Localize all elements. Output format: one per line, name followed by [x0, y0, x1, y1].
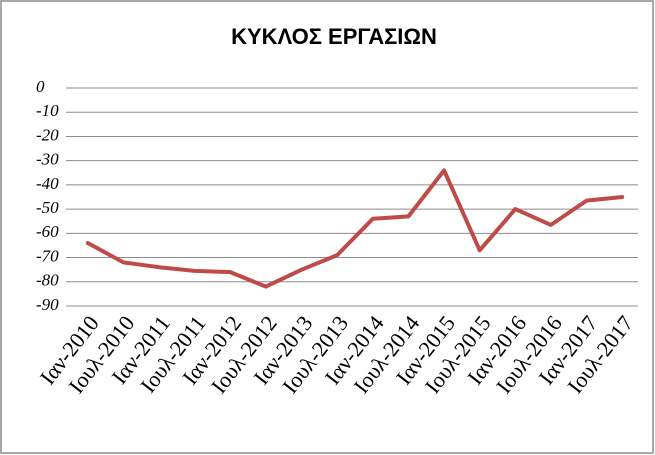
y-tick-label: -40: [36, 174, 59, 193]
y-tick-label: 0: [36, 77, 45, 96]
y-tick-label: -50: [36, 198, 59, 217]
y-tick-label: -20: [36, 125, 59, 144]
y-tick-label: -70: [36, 246, 59, 265]
y-tick-label: -80: [36, 271, 59, 290]
y-tick-label: -10: [36, 101, 59, 120]
y-tick-label: -60: [36, 222, 59, 241]
line-series: [85, 168, 625, 289]
chart-title: ΚΥΚΛΟΣ ΕΡΓΑΣΙΩΝ: [231, 24, 437, 49]
y-tick-label: -30: [36, 150, 59, 169]
y-tick-label: -90: [36, 295, 59, 314]
